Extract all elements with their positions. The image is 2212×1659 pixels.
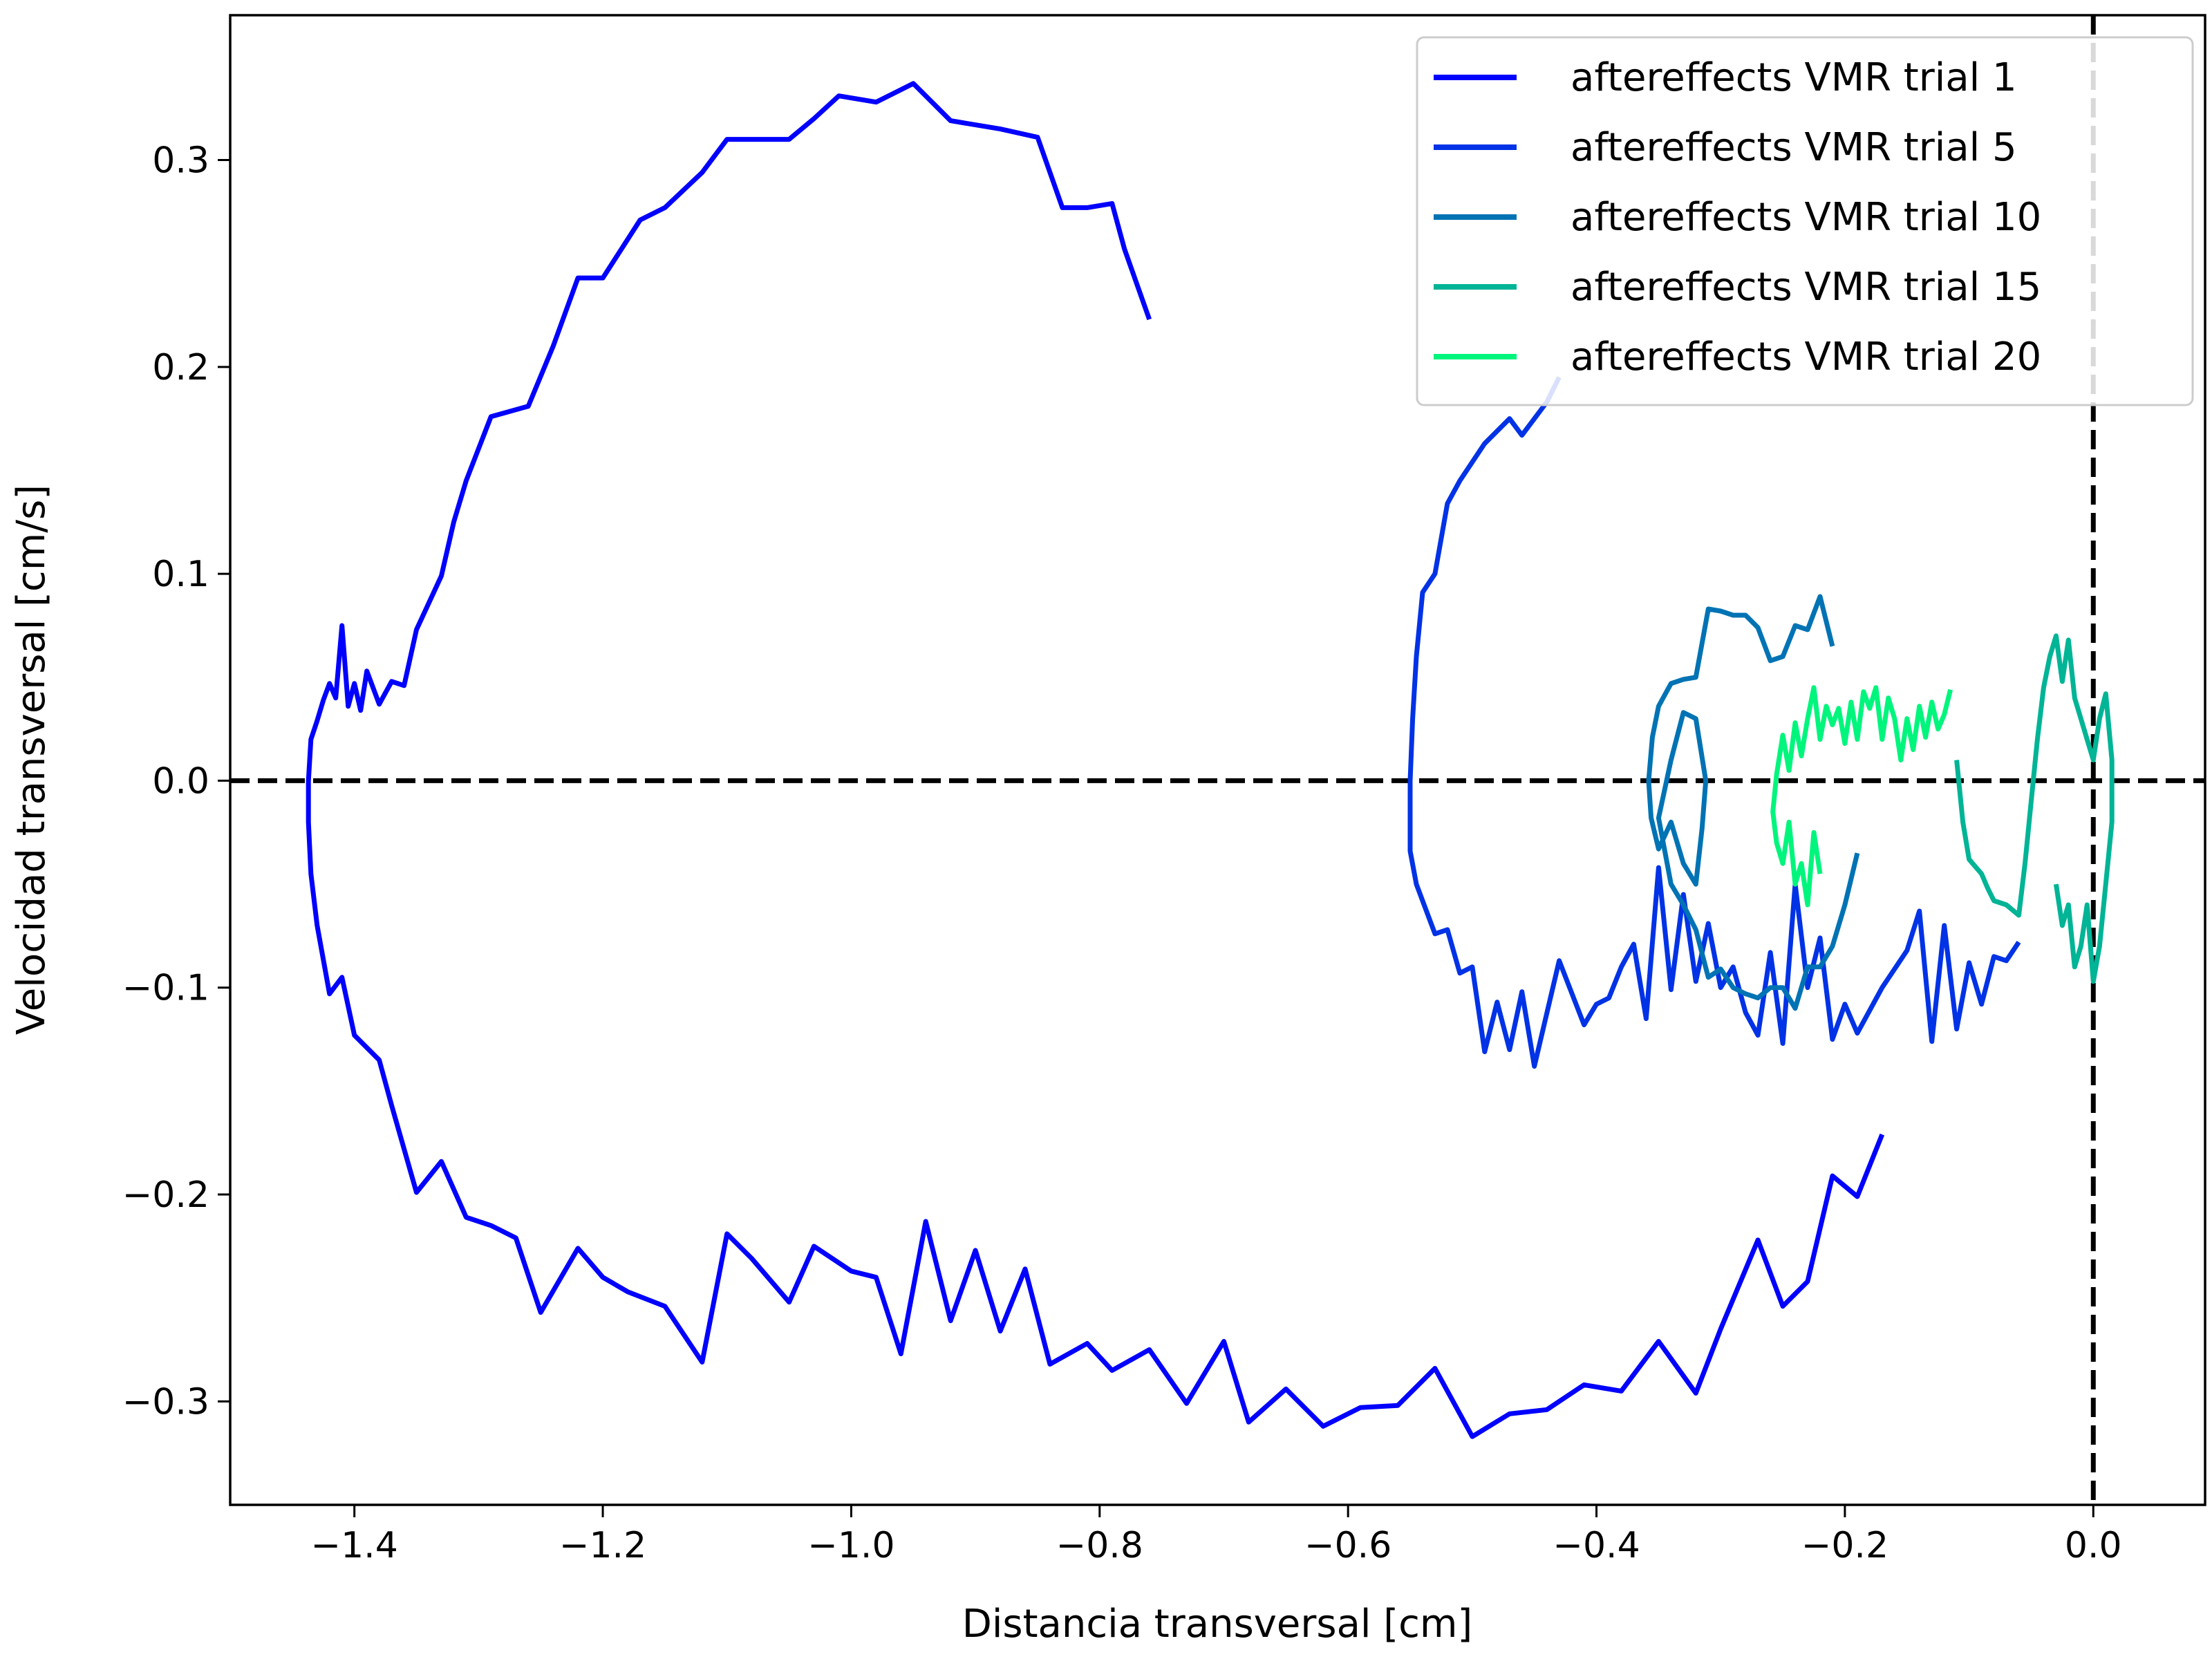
x-tick-label: −1.4	[311, 1525, 398, 1566]
y-tick-label: 0.2	[152, 347, 209, 388]
x-axis-label: Distancia transversal [cm]	[962, 1602, 1473, 1647]
legend-label: aftereffects VMR trial 15	[1571, 265, 2041, 310]
y-tick-label: −0.1	[122, 968, 209, 1009]
series-line-trial-3	[1646, 594, 1860, 1011]
legend-label: aftereffects VMR trial 5	[1571, 125, 2017, 170]
y-tick-label: 0.3	[152, 140, 209, 182]
x-tick-label: 0.0	[2065, 1525, 2122, 1566]
series-line-trial-5	[1770, 685, 1953, 908]
y-tick-label: −0.3	[122, 1381, 209, 1423]
y-axis: −0.3 −0.2 −0.1 0.0 0.1 0.2 0.3	[122, 140, 230, 1423]
series-layer	[306, 81, 2115, 1439]
series-line-trial-2	[1407, 376, 2021, 1069]
reference-lines	[230, 15, 2205, 1505]
legend-label: aftereffects VMR trial 20	[1571, 335, 2041, 379]
x-tick-label: −0.2	[1801, 1525, 1888, 1566]
y-tick-label: 0.1	[152, 554, 209, 595]
x-axis: −1.4 −1.2 −1.0 −0.8 −0.6 −0.4 −0.2 0.0	[311, 1505, 2122, 1566]
y-tick-label: −0.2	[122, 1174, 209, 1216]
series-line-trial-4	[1954, 633, 2115, 984]
legend-label: aftereffects VMR trial 10	[1571, 195, 2041, 240]
series-line-trial-1	[306, 81, 1885, 1439]
legend-label: aftereffects VMR trial 1	[1571, 55, 2017, 100]
x-tick-label: −1.2	[559, 1525, 646, 1566]
plot-frame	[229, 14, 2206, 1506]
x-tick-label: −1.0	[807, 1525, 894, 1566]
x-tick-label: −0.6	[1304, 1525, 1391, 1566]
y-tick-label: 0.0	[152, 760, 209, 802]
y-axis-label: Velocidad transversal [cm/s]	[9, 485, 54, 1035]
legend: aftereffects VMR trial 1 aftereffects VMR…	[1416, 36, 2194, 406]
x-tick-label: −0.8	[1056, 1525, 1143, 1566]
legend-box	[1416, 36, 2194, 406]
x-tick-label: −0.4	[1553, 1525, 1640, 1566]
